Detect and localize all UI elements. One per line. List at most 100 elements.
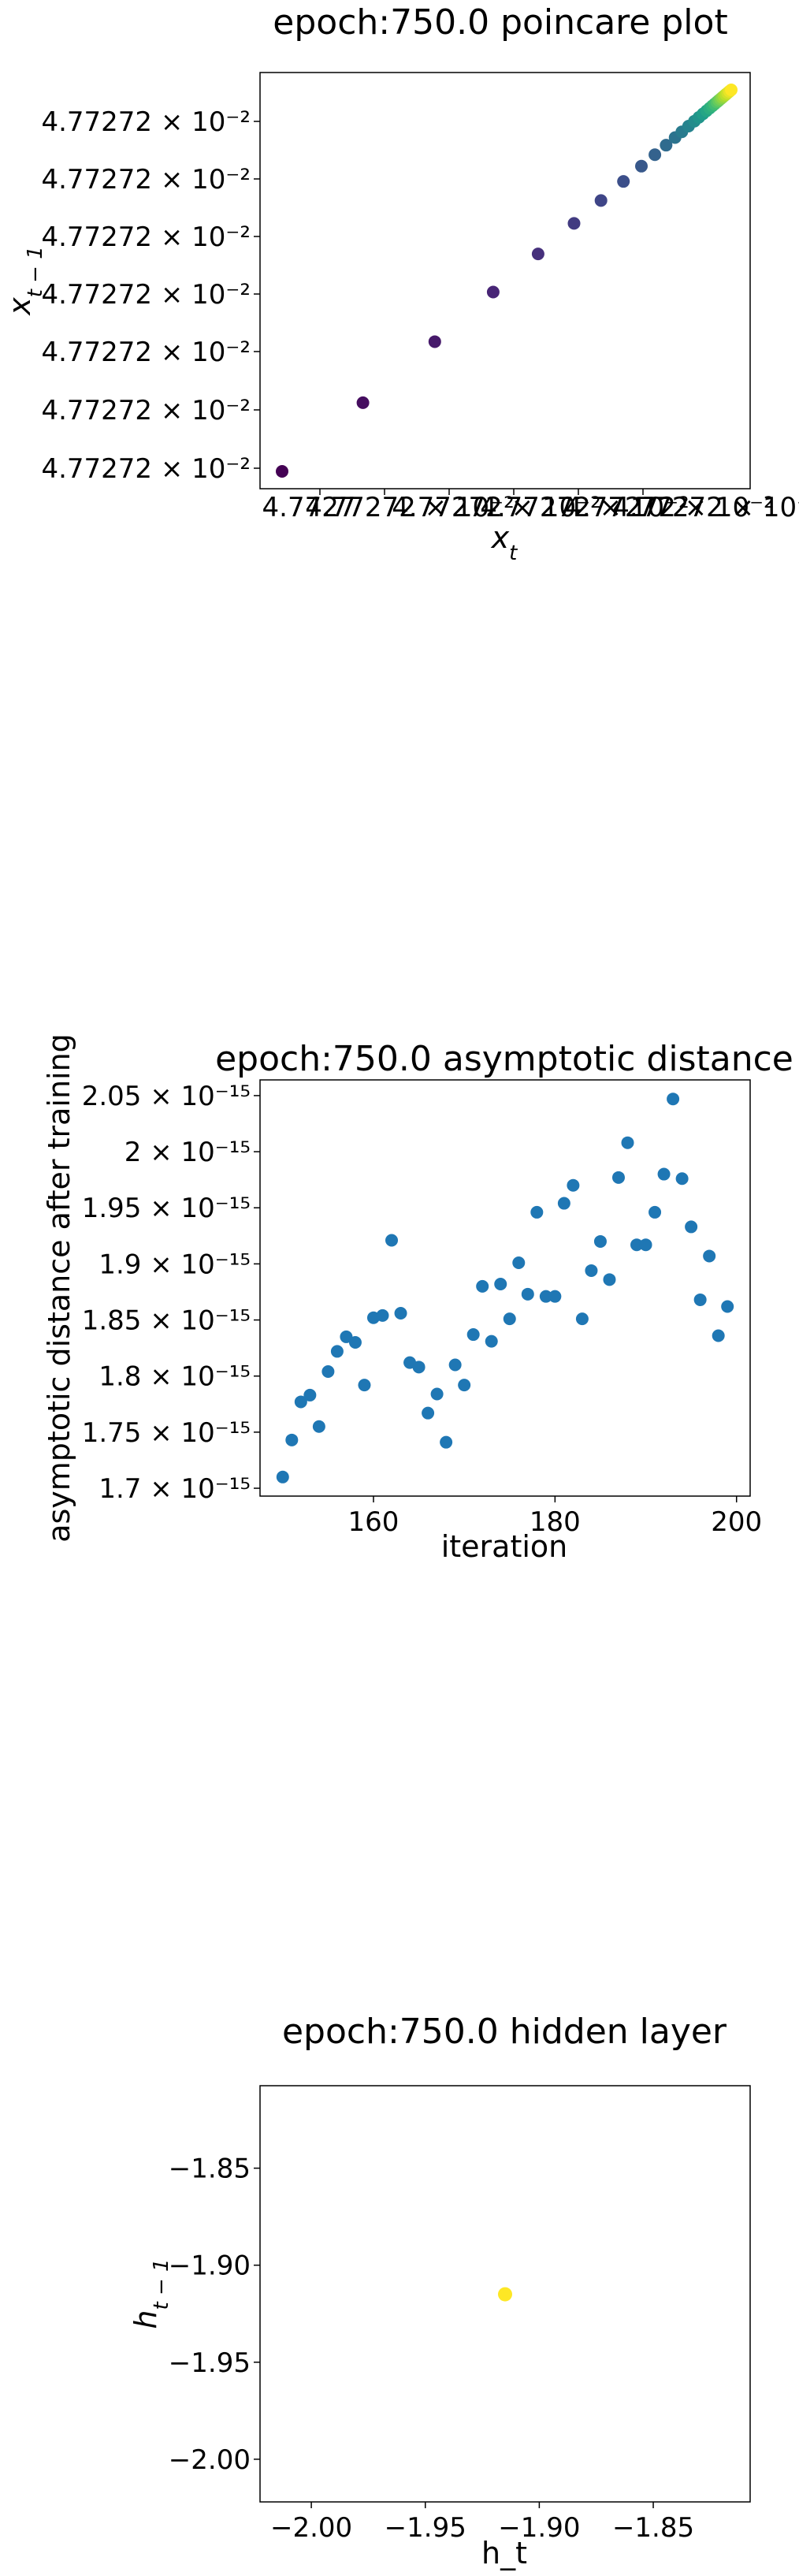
chart-title: epoch:750.0 poincare plot <box>273 2 727 43</box>
y-axis: 1.7 × 10⁻¹⁵ 1.75 × 10⁻¹⁵ 1.8 × 10⁻¹⁵ 1.85 ×… <box>82 1081 260 1505</box>
y-tick-label: 4.77272 × 10⁻² <box>41 164 251 195</box>
data-point <box>567 1178 580 1192</box>
data-point <box>639 1238 652 1252</box>
data-point <box>476 1279 489 1293</box>
data-point <box>685 1220 698 1234</box>
y-tick-label: 4.77272 × 10⁻² <box>41 453 251 485</box>
data-point <box>294 1395 307 1409</box>
data-point <box>593 1234 607 1248</box>
data-point <box>693 1293 707 1306</box>
data-point <box>458 1379 471 1392</box>
data-point <box>466 1328 480 1342</box>
y-tick-label: 4.77272 × 10⁻² <box>41 395 251 426</box>
data-points <box>498 2287 512 2302</box>
data-point <box>617 175 630 188</box>
data-point <box>667 1093 680 1106</box>
data-point <box>721 1300 734 1313</box>
y-tick-label: 1.75 × 10⁻¹⁵ <box>82 1417 251 1449</box>
chart-hidden-layer: epoch:750.0 hidden layer −2.00 −1.95 −1.90… <box>128 2012 751 2570</box>
data-point <box>675 1172 689 1186</box>
y-axis: −2.00 −1.95 −1.90 −1.85 <box>169 2153 260 2476</box>
data-point <box>428 335 441 348</box>
data-point <box>358 1379 371 1392</box>
data-point <box>611 1171 625 1184</box>
data-point <box>567 217 581 230</box>
data-point <box>376 1308 389 1322</box>
x-tick-label: 4.77272 × 10⁻² <box>612 492 799 523</box>
y-tick-label: 4.77272 × 10⁻² <box>41 106 251 138</box>
data-point <box>340 1330 353 1343</box>
y-tick-label: 2.05 × 10⁻¹⁵ <box>82 1081 251 1112</box>
x-tick-label: 160 <box>348 1506 400 1538</box>
y-tick-label: −1.95 <box>169 2347 251 2379</box>
x-tick-label: 4.77272 × 10⁻² <box>565 492 775 523</box>
data-points <box>276 84 738 478</box>
data-point <box>575 1312 589 1326</box>
data-point <box>712 1329 725 1342</box>
chart-title: epoch:750.0 asymptotic distance <box>215 1039 793 1079</box>
data-point <box>412 1361 426 1374</box>
x-tick-label: 4.7727 <box>262 492 356 523</box>
y-tick-label: 1.8 × 10⁻¹⁵ <box>98 1361 251 1393</box>
data-point <box>321 1365 335 1379</box>
x-axis-label: iteration <box>441 1529 568 1564</box>
data-point <box>385 1234 399 1247</box>
x-tick-label: 4.77272 × 10⁻² <box>392 492 601 523</box>
data-point <box>635 159 648 173</box>
y-axis-label: asymptotic distance after training <box>42 1033 76 1543</box>
data-point <box>531 248 544 261</box>
data-point <box>394 1307 407 1320</box>
data-point <box>594 194 608 207</box>
x-axis-label: h_t <box>481 2536 527 2570</box>
data-point <box>648 1205 662 1219</box>
data-point <box>276 1470 289 1483</box>
y-tick-label: 1.95 × 10⁻¹⁵ <box>82 1193 251 1224</box>
data-point <box>486 285 500 299</box>
x-tick-label: 4.77272 × 10⁻² <box>480 492 689 523</box>
x-tick-label: −1.95 <box>385 2512 466 2544</box>
chart-title: epoch:750.0 hidden layer <box>282 2012 727 2052</box>
data-point <box>356 396 370 409</box>
y-tick-label: 2 × 10⁻¹⁵ <box>124 1137 251 1168</box>
data-point <box>276 465 288 478</box>
plot-frame <box>259 1079 751 1497</box>
y-tick-label: 4.77272 × 10⁻² <box>41 337 251 368</box>
plot-frame <box>259 2085 751 2503</box>
data-point <box>512 1256 526 1269</box>
y-tick-label: −1.85 <box>169 2153 251 2185</box>
data-point <box>498 2287 512 2302</box>
x-tick-label: 180 <box>530 1506 581 1538</box>
x-tick-label: 4.77272 × 10⁻² <box>305 492 515 523</box>
y-tick-label: −2.00 <box>169 2444 251 2476</box>
data-point <box>530 1205 544 1219</box>
data-point <box>585 1264 598 1277</box>
data-point <box>725 84 738 96</box>
data-point <box>285 1433 299 1446</box>
data-point <box>657 1167 671 1181</box>
x-axis-label: xt <box>491 520 518 565</box>
y-axis: 4.77272 × 10⁻² 4.77272 × 10⁻² 4.77272 × 10… <box>41 106 260 485</box>
x-tick-label: 200 <box>711 1506 762 1538</box>
x-tick-label: −1.85 <box>612 2512 694 2544</box>
chart-poincare: epoch:750.0 poincare plot 4.77272 × 10⁻²… <box>2 2 799 565</box>
plot-frame <box>259 72 751 490</box>
data-point <box>603 1273 616 1286</box>
data-point <box>630 1238 644 1252</box>
y-tick-label: 4.77272 × 10⁻² <box>41 221 251 253</box>
data-point <box>430 1387 444 1401</box>
data-point <box>440 1435 453 1449</box>
data-point <box>303 1388 317 1402</box>
y-tick-label: 1.9 × 10⁻¹⁵ <box>98 1249 251 1280</box>
y-axis-label: xt − 1 <box>2 246 47 316</box>
data-point <box>312 1420 325 1433</box>
data-point <box>422 1406 435 1420</box>
chart-asymptotic-distance: epoch:750.0 asymptotic distance 1.7 × 10… <box>42 1033 793 1564</box>
data-point <box>503 1312 516 1326</box>
data-point <box>330 1345 344 1358</box>
y-axis-label: ht − 1 <box>128 2258 173 2328</box>
data-point <box>548 1290 562 1303</box>
data-point <box>448 1358 462 1372</box>
data-point <box>648 148 662 162</box>
